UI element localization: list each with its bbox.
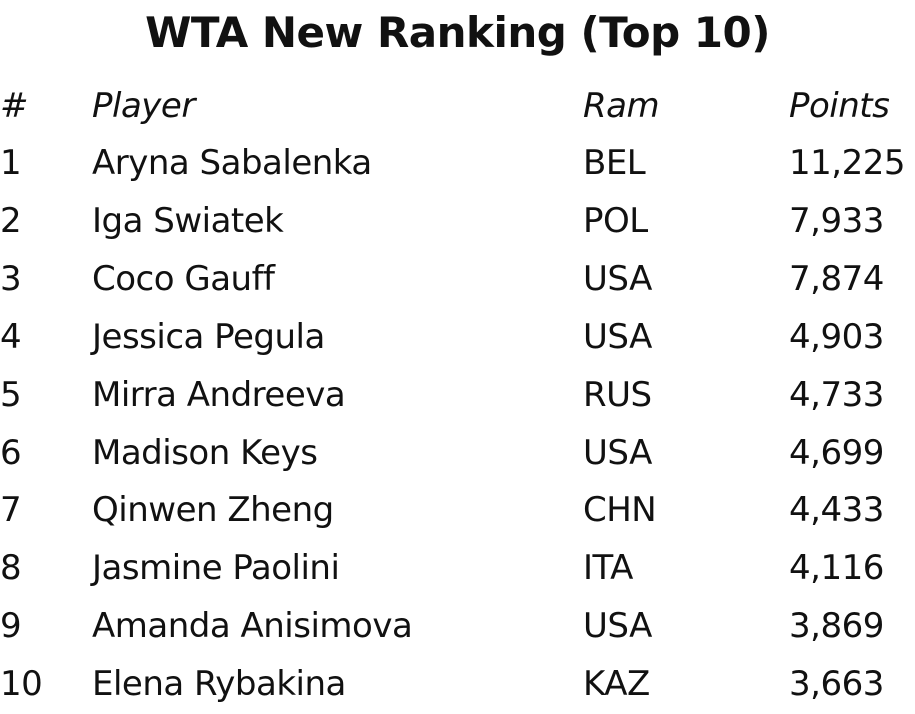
- player-cell: Jessica Pegula: [92, 316, 325, 357]
- points-cell: 7,933: [789, 200, 884, 241]
- rank-cell: 10: [0, 664, 43, 705]
- points-cell: 4,699: [789, 432, 884, 473]
- header-rank: #: [0, 86, 29, 126]
- player-cell: Jasmine Paolini: [92, 548, 340, 589]
- rank-cell: 6: [0, 432, 22, 473]
- points-cell: 11,225: [789, 143, 905, 183]
- points-cell: 3,869: [789, 606, 884, 647]
- rank-cell: 2: [0, 200, 22, 241]
- player-cell: Aryna Sabalenka: [92, 143, 372, 183]
- country-cell: USA: [583, 606, 652, 647]
- player-cell: Madison Keys: [92, 432, 318, 473]
- points-cell: 4,903: [789, 316, 884, 357]
- player-cell: Elena Rybakina: [92, 664, 346, 705]
- header-country: Ram: [583, 86, 660, 126]
- country-cell: ITA: [583, 548, 633, 589]
- player-cell: Mirra Andreeva: [92, 374, 346, 415]
- rank-cell: 7: [0, 490, 22, 531]
- points-cell: 4,116: [789, 548, 884, 589]
- country-cell: RUS: [583, 374, 652, 415]
- country-cell: BEL: [583, 143, 646, 183]
- points-cell: 4,733: [789, 374, 884, 415]
- points-cell: 4,433: [789, 490, 884, 531]
- rank-cell: 8: [0, 548, 22, 589]
- header-points: Points: [789, 86, 890, 126]
- rank-cell: 4: [0, 316, 22, 357]
- country-cell: USA: [583, 258, 652, 299]
- country-cell: KAZ: [583, 664, 650, 705]
- player-cell: Amanda Anisimova: [92, 606, 413, 647]
- country-cell: USA: [583, 432, 652, 473]
- player-cell: Coco Gauff: [92, 258, 275, 299]
- points-cell: 3,663: [789, 664, 884, 705]
- country-cell: CHN: [583, 490, 657, 531]
- title: WTA New Ranking (Top 10): [145, 8, 770, 57]
- points-cell: 7,874: [789, 258, 884, 299]
- country-cell: POL: [583, 200, 648, 241]
- player-cell: Qinwen Zheng: [92, 490, 334, 531]
- header-player: Player: [92, 86, 195, 126]
- rank-cell: 9: [0, 606, 22, 647]
- country-cell: USA: [583, 316, 652, 357]
- rank-cell: 3: [0, 258, 22, 299]
- rank-cell: 1: [0, 143, 22, 183]
- rank-cell: 5: [0, 374, 22, 415]
- player-cell: Iga Swiatek: [92, 200, 284, 241]
